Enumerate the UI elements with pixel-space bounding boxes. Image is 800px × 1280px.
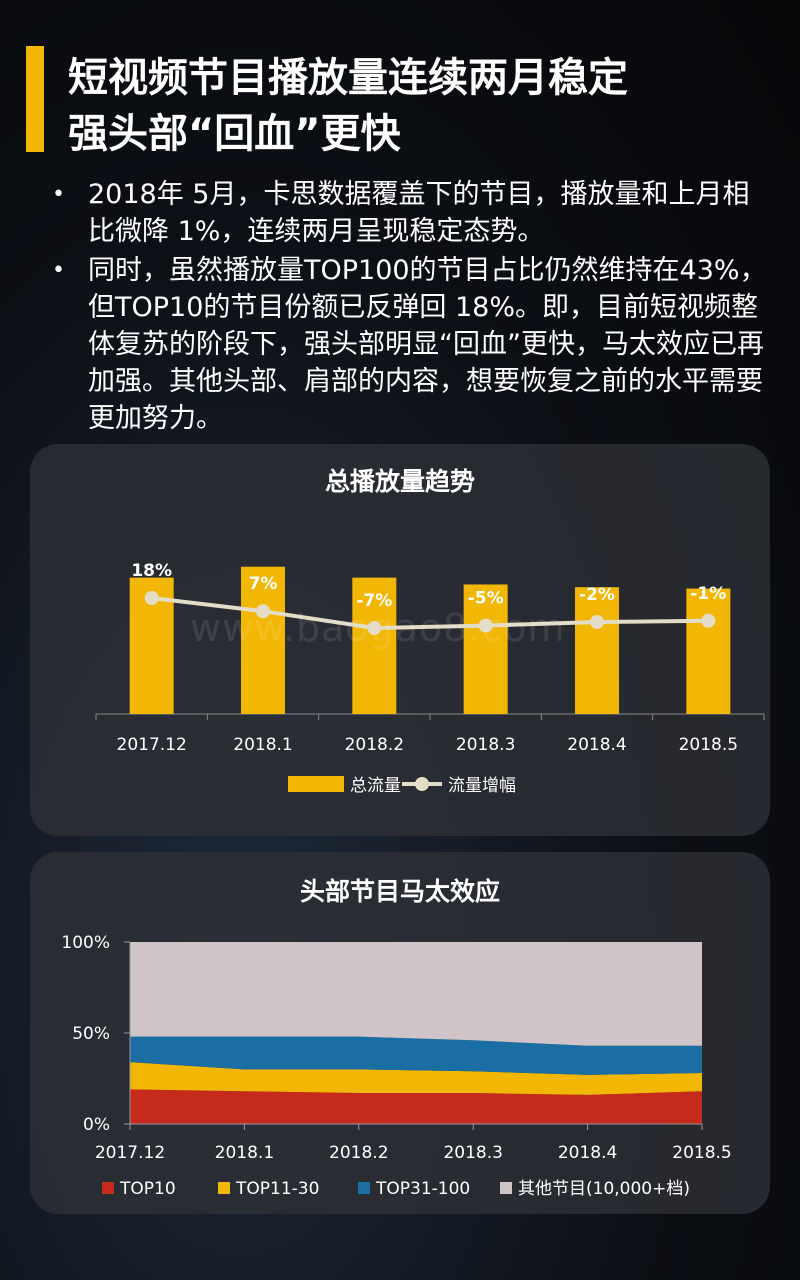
bullet-item: • 2018年 5月，卡思数据覆盖下的节目，播放量和上月相比微降 1%，连续两月… bbox=[48, 176, 768, 250]
growth-data-label: 7% bbox=[249, 574, 278, 594]
legend-swatch bbox=[358, 1182, 370, 1194]
legend-bar-swatch bbox=[288, 776, 344, 792]
x-tick-label: 2018.4 bbox=[567, 735, 626, 755]
page-title: 短视频节目播放量连续两月稳定 强头部“回血”更快 bbox=[68, 50, 628, 162]
legend-swatch bbox=[500, 1182, 512, 1194]
x-tick-label: 2018.2 bbox=[345, 735, 404, 755]
x-tick-label: 2018.1 bbox=[215, 1143, 274, 1163]
legend-line-label: 流量增幅 bbox=[448, 776, 516, 796]
legend-label: TOP31-100 bbox=[375, 1179, 470, 1199]
title-line-1: 短视频节目播放量连续两月稳定 bbox=[68, 55, 628, 101]
traffic-bar bbox=[463, 584, 508, 714]
legend-label: TOP11-30 bbox=[235, 1179, 319, 1199]
traffic-trend-panel: 总播放量趋势 2017.12 2018.1 2018.2 2018.3 2018.4 20… bbox=[30, 444, 770, 836]
legend-line-marker bbox=[415, 777, 429, 791]
growth-point bbox=[590, 615, 604, 629]
bullet-item: • 同时，虽然播放量TOP100的节目占比仍然维持在43%，但TOP10的节目份… bbox=[48, 252, 768, 437]
traffic-bar bbox=[686, 588, 731, 714]
legend-bar-label: 总流量 bbox=[350, 776, 401, 796]
share-area-top10 bbox=[130, 1089, 702, 1124]
traffic-trend-chart: 2017.12 2018.1 2018.2 2018.3 2018.4 2018.5 18%… bbox=[95, 561, 765, 796]
growth-line bbox=[151, 596, 709, 631]
y-tick-label: 50% bbox=[72, 1024, 110, 1044]
growth-data-label: -7% bbox=[356, 591, 392, 611]
x-tick-label: 2018.4 bbox=[558, 1143, 617, 1163]
matthew-effect-panel: 头部节目马太效应 0% 50% 100% 2017.12 2018.1 2018.2 201… bbox=[30, 852, 770, 1214]
share-area-others bbox=[130, 942, 702, 1046]
x-tick-label: 2018.2 bbox=[329, 1143, 388, 1163]
bullet-text: 2018年 5月，卡思数据覆盖下的节目，播放量和上月相比微降 1%，连续两月呈现… bbox=[88, 179, 750, 247]
growth-data-label: 18% bbox=[131, 561, 172, 581]
legend-label: 其他节目(10,000+档) bbox=[518, 1179, 690, 1199]
legend-swatch bbox=[218, 1182, 230, 1194]
y-tick-label: 0% bbox=[83, 1115, 110, 1135]
bullet-marker: • bbox=[52, 182, 65, 207]
growth-data-label: -2% bbox=[579, 585, 615, 605]
y-tick-label: 100% bbox=[61, 933, 110, 953]
growth-point bbox=[367, 621, 382, 635]
x-tick-label: 2018.1 bbox=[233, 735, 292, 755]
share-area-chart: 0% 50% 100% 2017.12 2018.1 2018.2 2018.3 2018.4… bbox=[61, 933, 731, 1199]
growth-data-label: -5% bbox=[468, 589, 504, 609]
x-tick-label: 2017.12 bbox=[95, 1143, 165, 1163]
traffic-bar bbox=[241, 566, 285, 714]
x-tick-label: 2018.5 bbox=[679, 735, 738, 755]
growth-point bbox=[478, 618, 493, 633]
title-accent-bar bbox=[26, 46, 44, 152]
bullet-list: • 2018年 5月，卡思数据覆盖下的节目，播放量和上月相比微降 1%，连续两月… bbox=[48, 176, 768, 439]
legend-label: TOP10 bbox=[119, 1179, 176, 1199]
title-line-2: 强头部“回血”更快 bbox=[68, 111, 401, 157]
traffic-bar bbox=[352, 577, 397, 714]
x-tick-label: 2018.3 bbox=[456, 735, 515, 755]
share-area-top31-100 bbox=[130, 1036, 702, 1075]
legend-swatch bbox=[102, 1182, 114, 1194]
bullet-marker: • bbox=[52, 258, 65, 283]
x-tick-label: 2018.5 bbox=[672, 1143, 731, 1163]
watermark-text: www.baogao8.com bbox=[190, 606, 566, 650]
traffic-bar bbox=[575, 587, 619, 714]
x-tick-label: 2018.3 bbox=[443, 1143, 502, 1163]
growth-data-label: -1% bbox=[690, 584, 726, 604]
share-area-top11-30 bbox=[130, 1062, 702, 1095]
x-tick-label: 2017.12 bbox=[117, 735, 187, 755]
bullet-text: 同时，虽然播放量TOP100的节目占比仍然维持在43%，但TOP10的节目份额已… bbox=[88, 255, 767, 434]
traffic-chart-title: 总播放量趋势 bbox=[324, 467, 475, 496]
share-chart-title: 头部节目马太效应 bbox=[299, 877, 500, 906]
growth-point bbox=[701, 613, 716, 628]
growth-point bbox=[256, 604, 270, 619]
growth-point bbox=[144, 591, 159, 605]
